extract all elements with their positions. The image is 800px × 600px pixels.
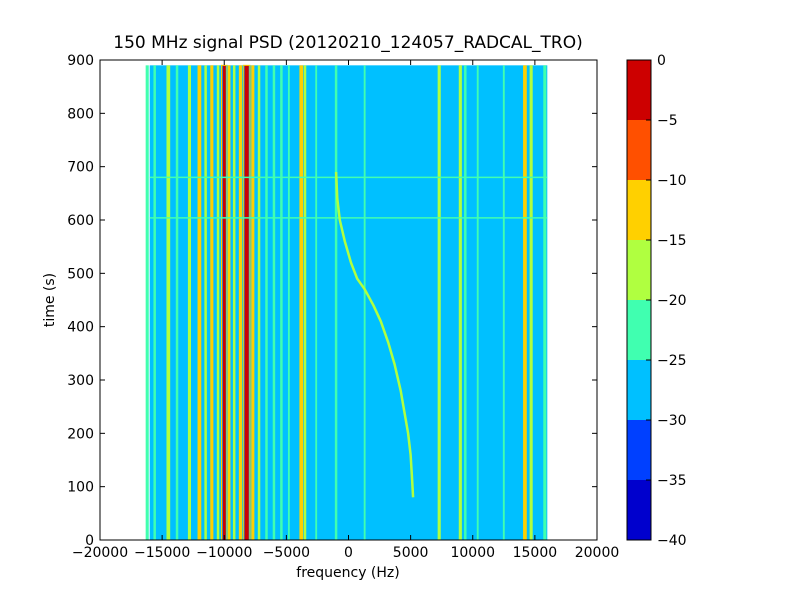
spectral-line	[227, 65, 231, 540]
spectral-line	[187, 65, 192, 540]
y-tick-label: 400	[67, 320, 94, 336]
y-tick-label: 300	[67, 373, 94, 389]
spectral-line	[238, 65, 242, 540]
colorbar-segment	[627, 420, 651, 480]
spectral-line	[222, 65, 226, 540]
spectral-line	[476, 65, 479, 540]
y-tick-label: 100	[67, 480, 94, 496]
x-tick-label: 20000	[575, 545, 620, 561]
drifting-signal-trace	[334, 171, 415, 498]
spectral-line	[437, 65, 441, 540]
spectral-line	[166, 65, 171, 540]
spectral-line	[299, 65, 304, 540]
x-tick-label: −5000	[263, 545, 310, 561]
spectral-line	[153, 65, 156, 540]
spectral-line	[529, 65, 533, 540]
y-tick-label: 700	[67, 160, 94, 176]
colorbar-segment	[627, 480, 651, 540]
spectral-line	[204, 65, 207, 540]
spectral-line	[265, 65, 268, 540]
x-axis-label: frequency (Hz)	[296, 565, 399, 581]
spectral-line	[502, 65, 505, 540]
y-tick-label: 800	[67, 106, 94, 122]
colorbar-tick-label: −5	[657, 113, 678, 129]
x-tick-label: −20000	[72, 545, 128, 561]
spectral-line	[458, 65, 462, 540]
colorbar-segment	[627, 360, 651, 420]
x-axis-ticks: −20000 −15000 −10000 −5000 0 5000 10000 15000 20…	[72, 60, 619, 561]
spectral-line	[232, 65, 236, 540]
colorbar-tick-label: −30	[657, 413, 687, 429]
y-tick-label: 500	[67, 266, 94, 282]
y-tick-label: 0	[85, 533, 94, 549]
spectral-line	[523, 65, 527, 540]
colorbar-segment	[627, 240, 651, 300]
spectral-line	[145, 65, 149, 540]
colorbar-tick-label: −35	[657, 473, 687, 489]
colorbar-segment	[627, 120, 651, 180]
spectral-line	[272, 65, 276, 540]
colorbar-tick-label: −10	[657, 173, 687, 189]
x-tick-label: 5000	[393, 545, 429, 561]
spectral-line	[175, 65, 179, 540]
chart-title: 150 MHz signal PSD (20120210_124057_RADC…	[113, 33, 582, 53]
y-axis-label: time (s)	[42, 273, 58, 327]
colorbar-tick-label: −40	[657, 533, 687, 549]
y-axis-ticks: 0 100 200 300 400 500 600 700 800 900	[67, 53, 597, 549]
x-tick-label: −10000	[196, 545, 252, 561]
spectral-line	[303, 65, 307, 540]
colorbar: −40 −35 −30 −25 −20 −15 −10 −5 0	[626, 53, 687, 549]
spectrogram-background	[149, 65, 548, 540]
spectral-line	[257, 65, 261, 540]
x-tick-label: −15000	[134, 545, 190, 561]
colorbar-segment	[627, 180, 651, 240]
y-tick-label: 900	[67, 53, 94, 69]
x-tick-label: 15000	[513, 545, 558, 561]
spectral-line	[363, 65, 366, 540]
spectral-line	[244, 65, 249, 540]
colorbar-segment	[627, 60, 651, 120]
spectral-line	[197, 65, 202, 540]
spectral-line	[464, 65, 467, 540]
spectral-line	[334, 65, 338, 540]
colorbar-tick-label: −15	[657, 233, 687, 249]
spectral-line	[543, 65, 547, 540]
colorbar-tick-label: −25	[657, 353, 687, 369]
spectral-line	[280, 65, 283, 540]
spectral-line	[210, 65, 214, 540]
y-tick-label: 600	[67, 213, 94, 229]
spectral-line	[251, 65, 255, 540]
colorbar-tick-label: −20	[657, 293, 687, 309]
spectral-line	[287, 65, 290, 540]
y-tick-label: 200	[67, 426, 94, 442]
colorbar-tick-label: 0	[657, 53, 666, 69]
x-tick-label: 10000	[450, 545, 495, 561]
plot-area	[145, 64, 548, 541]
x-tick-label: 0	[344, 545, 353, 561]
colorbar-segment	[627, 300, 651, 360]
spectral-line	[315, 65, 318, 540]
spectral-line	[216, 65, 220, 540]
